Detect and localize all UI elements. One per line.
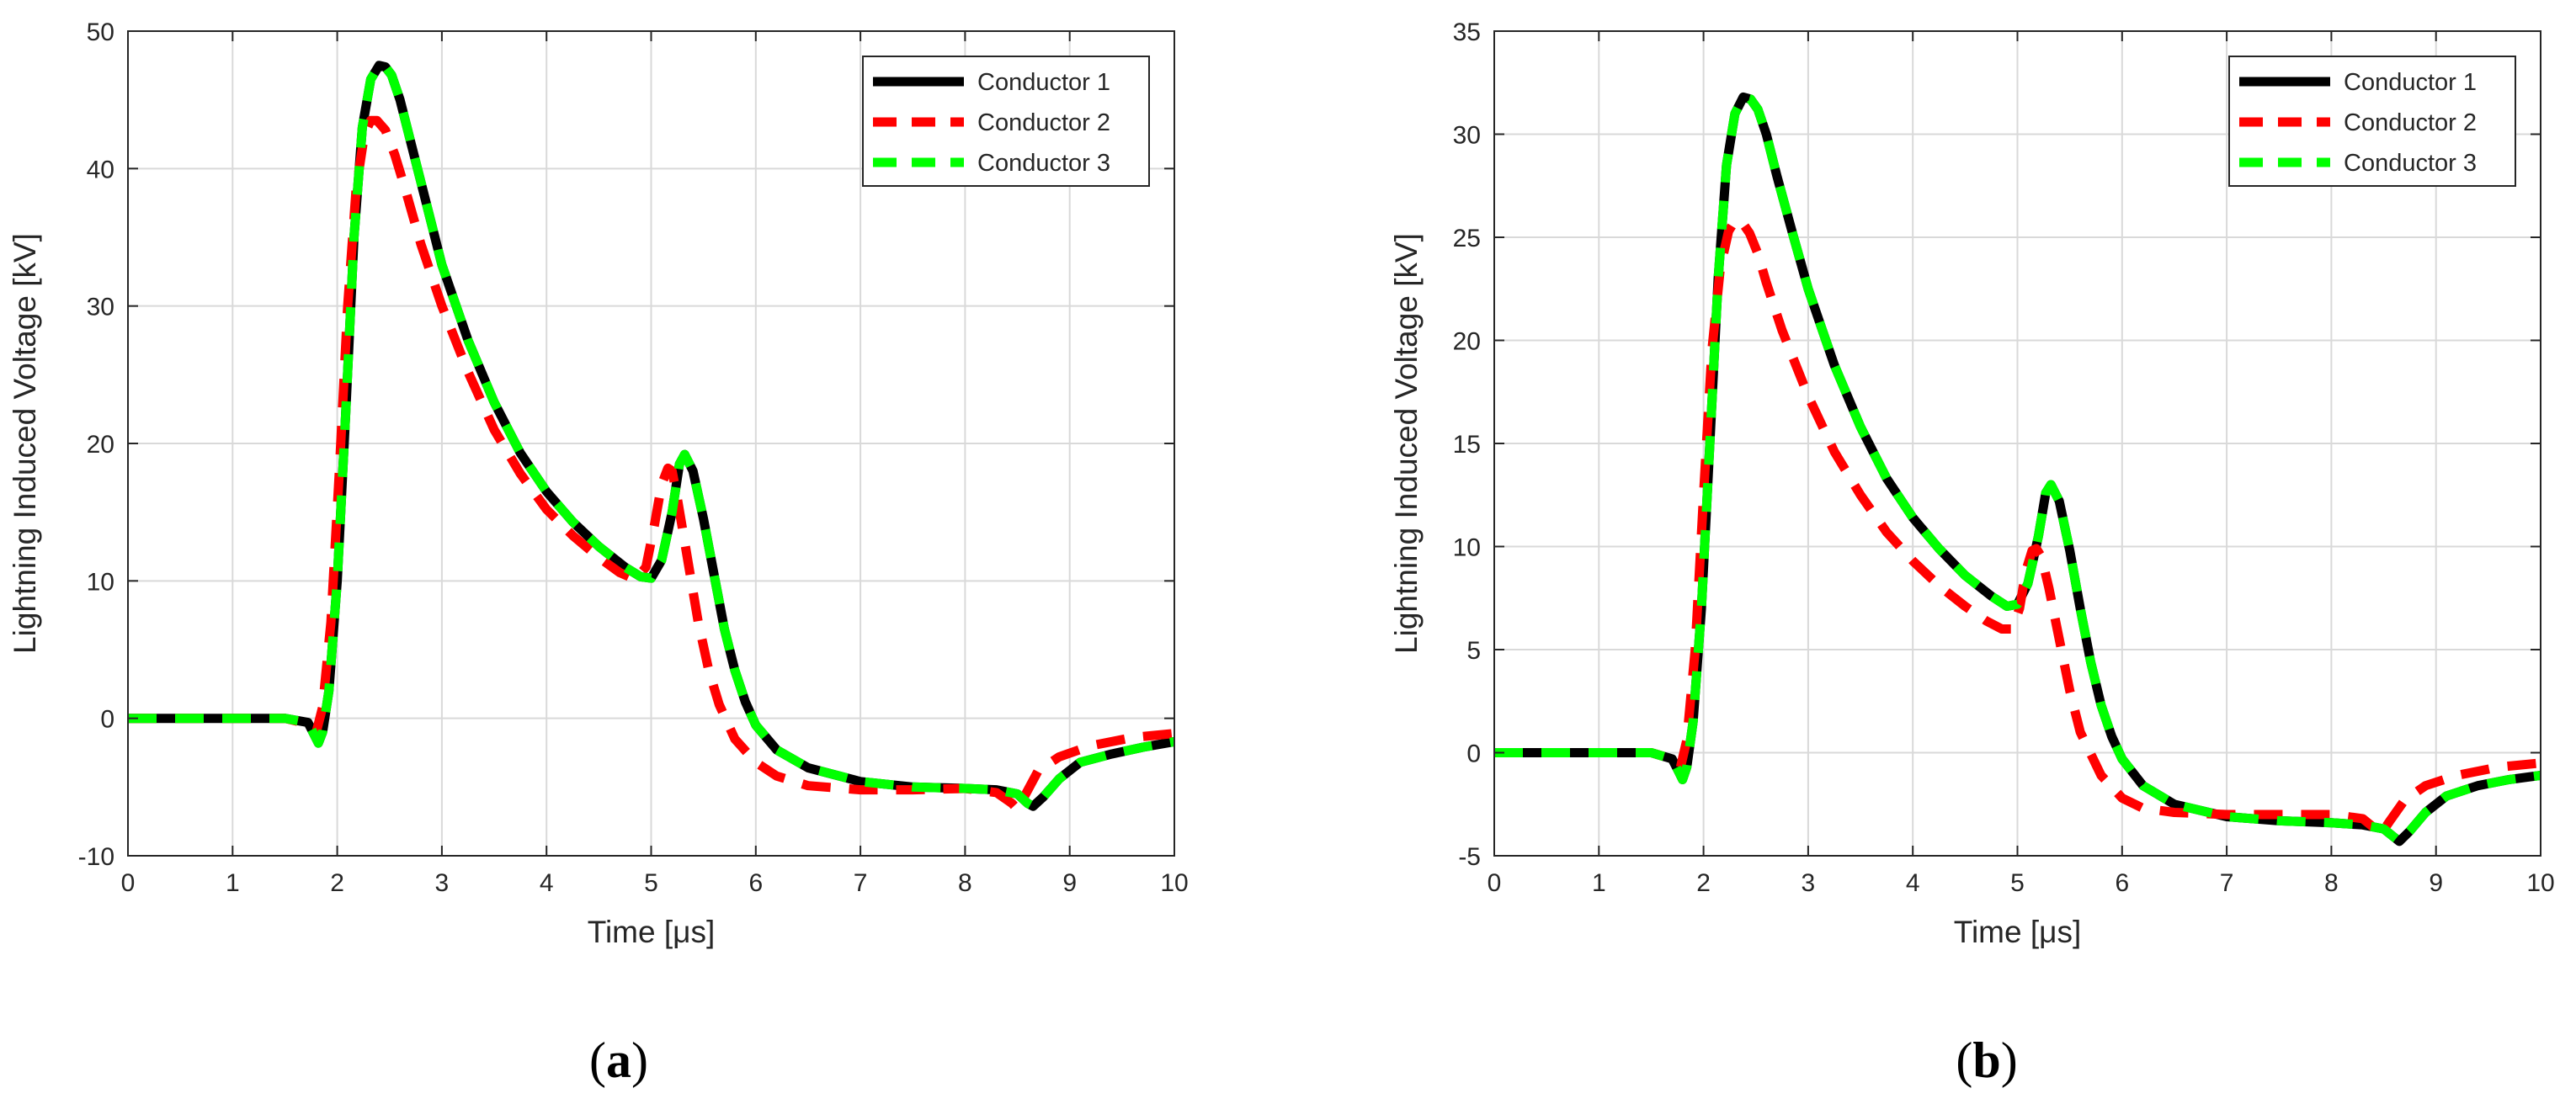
- x-tick-label-b: 5: [2010, 869, 2025, 897]
- x-tick-label-a: 2: [330, 869, 344, 897]
- y-tick-label-a: 50: [87, 19, 114, 46]
- x-tick-label-a: 7: [854, 869, 868, 897]
- x-tick-label-b: 0: [1488, 869, 1502, 897]
- subfigure-label-b-letter: b: [1972, 1032, 2000, 1088]
- x-tick-label-b: 6: [2115, 869, 2129, 897]
- x-tick-label-b: 9: [2429, 869, 2443, 897]
- x-tick-label-a: 6: [748, 869, 763, 897]
- x-axis-label-a: Time [μs]: [588, 915, 716, 949]
- subfigure-label-a-letter: a: [606, 1032, 631, 1088]
- x-tick-label-b: 2: [1696, 869, 1711, 897]
- y-tick-label-b: 20: [1453, 328, 1481, 356]
- y-tick-label-a: -10: [78, 843, 114, 871]
- y-axis-label-a: Lightning Induced Voltage [kV]: [8, 233, 42, 654]
- x-axis-label-b: Time [μs]: [1954, 915, 2082, 949]
- legend-label-a-1: Conductor 1: [977, 69, 1110, 96]
- y-tick-label-a: 0: [100, 706, 114, 734]
- y-tick-label-b: -5: [1458, 843, 1481, 871]
- y-tick-label-b: 10: [1453, 534, 1481, 562]
- subfigure-label-b: (b): [1956, 1032, 2017, 1088]
- y-tick-label-b: 35: [1453, 19, 1481, 46]
- subfigure-label-b-open: (: [1956, 1032, 1972, 1088]
- subfigure-label-a-close: ): [631, 1032, 648, 1088]
- subfigure-label-b-close: ): [2001, 1032, 2018, 1088]
- x-tick-label-a: 8: [958, 869, 972, 897]
- x-tick-label-b: 10: [2526, 869, 2554, 897]
- x-tick-label-b: 3: [1802, 869, 1816, 897]
- series-group-b: [1494, 92, 2541, 847]
- x-tick-label-a: 4: [540, 869, 554, 897]
- legend-b: Conductor 1 Conductor 2 Conductor 3: [2228, 56, 2516, 187]
- x-tick-label-b: 4: [1906, 869, 1920, 897]
- x-tick-label-b: 8: [2324, 869, 2339, 897]
- y-tick-label-b: 0: [1466, 740, 1481, 768]
- x-tick-label-a: 10: [1160, 869, 1188, 897]
- y-axis-label-b: Lightning Induced Voltage [kV]: [1389, 233, 1424, 654]
- y-tick-label-a: 40: [87, 156, 114, 183]
- legend-a: Conductor 1 Conductor 2 Conductor 3: [862, 56, 1150, 187]
- x-tick-label-a: 1: [226, 869, 240, 897]
- y-tick-label-a: 30: [87, 294, 114, 321]
- series-line-a-3: [128, 61, 1174, 811]
- x-tick-label-a: 3: [435, 869, 450, 897]
- x-tick-label-a: 9: [1062, 869, 1077, 897]
- legend-label-b-2: Conductor 2: [2344, 109, 2477, 136]
- legend-label-b-1: Conductor 1: [2344, 69, 2477, 96]
- subfigure-label-a-open: (: [589, 1032, 606, 1088]
- series-group-a: [128, 61, 1174, 814]
- x-tick-label-a: 5: [644, 869, 658, 897]
- series-line-b-3: [1494, 92, 2541, 847]
- legend-label-a-3: Conductor 3: [977, 150, 1110, 177]
- y-tick-label-b: 30: [1453, 122, 1481, 150]
- y-tick-label-b: 5: [1466, 637, 1481, 665]
- series-line-b-2: [1494, 215, 2541, 838]
- subfigure-label-a: (a): [589, 1032, 648, 1088]
- y-tick-label-b: 25: [1453, 225, 1481, 252]
- y-tick-label-a: 20: [87, 431, 114, 459]
- x-tick-label-b: 7: [2220, 869, 2234, 897]
- y-tick-label-b: 15: [1453, 431, 1481, 459]
- x-tick-label-a: 0: [121, 869, 136, 897]
- x-tick-label-b: 1: [1592, 869, 1606, 897]
- legend-label-b-3: Conductor 3: [2344, 150, 2477, 177]
- legend-label-a-2: Conductor 2: [977, 109, 1110, 136]
- y-tick-label-a: 10: [87, 568, 114, 596]
